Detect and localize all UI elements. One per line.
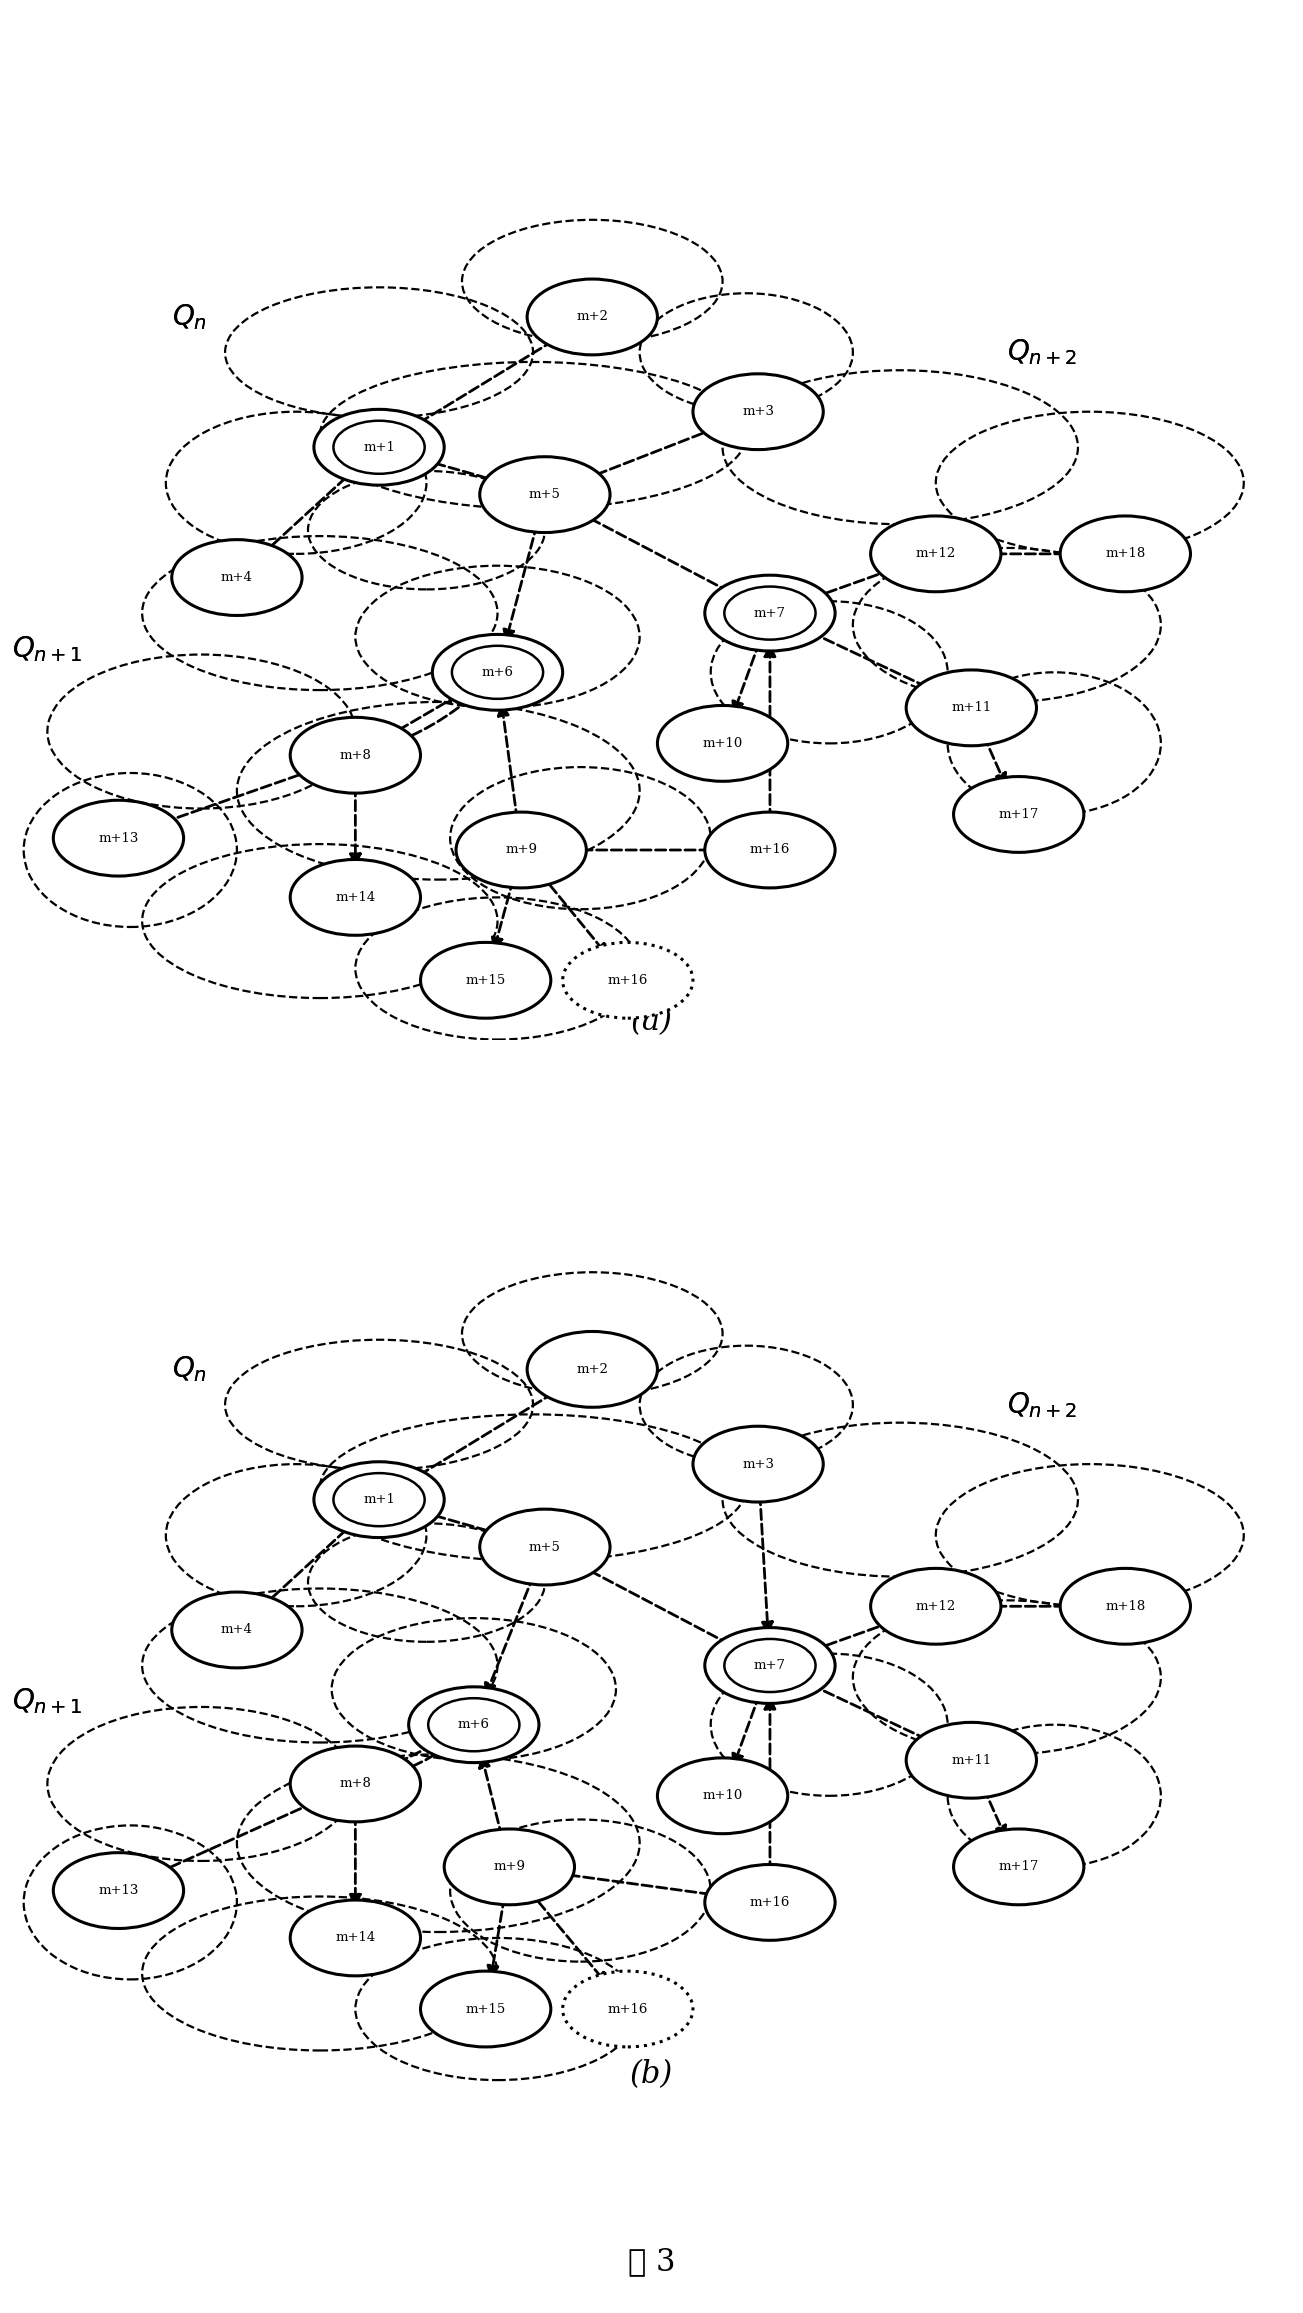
Ellipse shape — [421, 1971, 551, 2047]
Text: m+9: m+9 — [494, 1860, 525, 1874]
Text: m+6: m+6 — [482, 666, 513, 678]
Ellipse shape — [172, 539, 302, 615]
Text: m+6: m+6 — [457, 1719, 490, 1730]
Ellipse shape — [906, 671, 1036, 745]
Text: $\mathit{Q_n}$: $\mathit{Q_n}$ — [172, 303, 207, 331]
Text: m+14: m+14 — [335, 1931, 375, 1945]
Text: m+18: m+18 — [1105, 548, 1145, 560]
Ellipse shape — [480, 456, 610, 532]
Text: m+12: m+12 — [916, 1601, 956, 1612]
Text: m+16: m+16 — [607, 2003, 648, 2015]
Ellipse shape — [291, 1746, 421, 1823]
Text: m+7: m+7 — [754, 606, 786, 620]
Text: m+13: m+13 — [98, 833, 138, 844]
Ellipse shape — [172, 1591, 302, 1668]
Text: m+7: m+7 — [754, 1658, 786, 1672]
Ellipse shape — [693, 1427, 823, 1501]
Text: m+16: m+16 — [749, 844, 790, 856]
Ellipse shape — [1061, 516, 1191, 592]
Ellipse shape — [53, 1853, 184, 1929]
Ellipse shape — [658, 1758, 788, 1834]
Text: $Q_{n+1}$: $Q_{n+1}$ — [12, 1686, 82, 1716]
Ellipse shape — [291, 860, 421, 934]
Ellipse shape — [480, 1508, 610, 1584]
Text: m+11: m+11 — [951, 701, 992, 715]
Text: m+10: m+10 — [702, 1790, 743, 1802]
Text: $\mathit{Q_n}$: $\mathit{Q_n}$ — [172, 1355, 207, 1383]
Text: m+13: m+13 — [98, 1885, 138, 1897]
Text: m+9: m+9 — [506, 844, 537, 856]
Text: $Q_{n+1}$: $Q_{n+1}$ — [12, 634, 82, 664]
Text: m+3: m+3 — [743, 405, 774, 419]
Ellipse shape — [870, 516, 1001, 592]
Text: $Q_{n+1}$: $Q_{n+1}$ — [12, 634, 82, 664]
Text: $Q_n$: $Q_n$ — [172, 1355, 207, 1383]
Ellipse shape — [314, 409, 444, 486]
Text: m+1: m+1 — [364, 442, 395, 453]
Ellipse shape — [528, 1332, 658, 1406]
Text: m+8: m+8 — [339, 1776, 371, 1790]
Ellipse shape — [314, 1462, 444, 1538]
Text: m+14: m+14 — [335, 891, 375, 904]
Ellipse shape — [954, 777, 1084, 853]
Text: m+18: m+18 — [1105, 1601, 1145, 1612]
Text: m+15: m+15 — [465, 2003, 506, 2015]
Ellipse shape — [705, 576, 835, 650]
Ellipse shape — [456, 812, 586, 888]
Text: $Q_n$: $Q_n$ — [172, 303, 207, 331]
Text: $Q_{n+2}$: $Q_{n+2}$ — [1007, 338, 1078, 368]
Text: m+2: m+2 — [576, 310, 609, 324]
Text: m+15: m+15 — [465, 974, 506, 988]
Text: m+16: m+16 — [749, 1897, 790, 1908]
Text: m+2: m+2 — [576, 1362, 609, 1376]
Text: $Q_{n+2}$: $Q_{n+2}$ — [1007, 1390, 1078, 1420]
Text: m+1: m+1 — [364, 1494, 395, 1506]
Ellipse shape — [291, 717, 421, 793]
Ellipse shape — [870, 1568, 1001, 1645]
Text: m+4: m+4 — [222, 1624, 253, 1638]
Ellipse shape — [906, 1723, 1036, 1797]
Ellipse shape — [705, 1628, 835, 1702]
Ellipse shape — [421, 941, 551, 1018]
Text: (a): (a) — [631, 1006, 672, 1036]
Ellipse shape — [409, 1686, 539, 1763]
Text: 图 3: 图 3 — [628, 2246, 675, 2278]
Ellipse shape — [433, 634, 563, 710]
Text: m+4: m+4 — [222, 571, 253, 585]
Ellipse shape — [53, 800, 184, 877]
Text: m+17: m+17 — [998, 1860, 1038, 1874]
Text: m+5: m+5 — [529, 488, 560, 502]
Text: m+10: m+10 — [702, 738, 743, 749]
Ellipse shape — [693, 375, 823, 449]
Text: m+3: m+3 — [743, 1457, 774, 1471]
Text: m+17: m+17 — [998, 807, 1038, 821]
Ellipse shape — [658, 705, 788, 782]
Ellipse shape — [705, 1864, 835, 1941]
Ellipse shape — [528, 280, 658, 354]
Text: m+12: m+12 — [916, 548, 956, 560]
Text: (b): (b) — [629, 2059, 674, 2089]
Ellipse shape — [563, 941, 693, 1018]
Text: m+11: m+11 — [951, 1753, 992, 1767]
Text: m+8: m+8 — [339, 749, 371, 761]
Text: m+16: m+16 — [607, 974, 648, 988]
Ellipse shape — [444, 1830, 575, 1906]
Ellipse shape — [291, 1899, 421, 1975]
Text: $Q_{n+1}$: $Q_{n+1}$ — [12, 1686, 82, 1716]
Text: m+5: m+5 — [529, 1540, 560, 1554]
Ellipse shape — [1061, 1568, 1191, 1645]
Ellipse shape — [563, 1971, 693, 2047]
Text: $Q_{n+2}$: $Q_{n+2}$ — [1007, 338, 1078, 368]
Ellipse shape — [954, 1830, 1084, 1906]
Ellipse shape — [705, 812, 835, 888]
Text: $Q_{n+2}$: $Q_{n+2}$ — [1007, 1390, 1078, 1420]
